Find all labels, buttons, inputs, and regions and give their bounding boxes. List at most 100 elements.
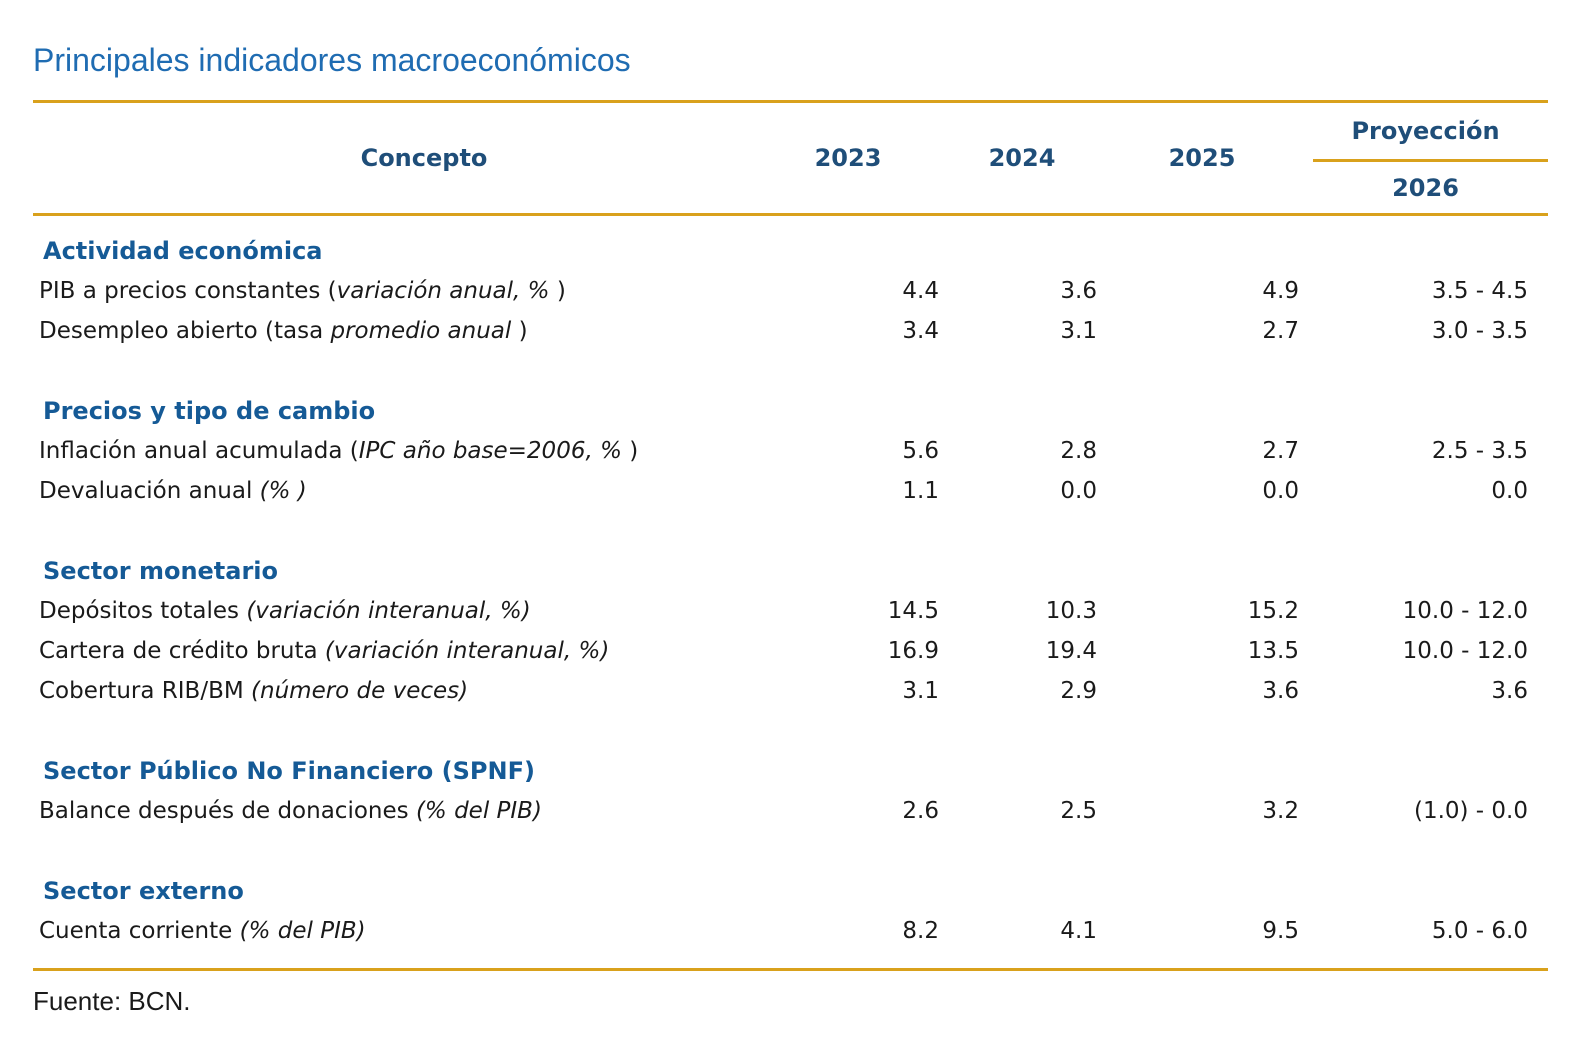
value-2026: 0.0 [1491,478,1528,504]
value-2023: 3.4 [902,318,939,344]
gold-divider-header-bottom [33,213,1548,216]
gold-divider-top [33,100,1548,103]
indicator-label: Cartera de crédito bruta (variación inte… [33,638,753,664]
table-section: Precios y tipo de cambio Inflación anual… [33,391,1548,511]
value-2025: 9.5 [1262,918,1299,944]
indicator-row: Desempleo abierto (tasa promedio anual )… [33,311,1548,351]
indicator-label-italic: (variación interanual, %) [246,598,531,624]
indicator-label-text: Balance después de donaciones [39,798,416,824]
page-title: Principales indicadores macroeconómicos [33,42,631,78]
value-2024: 3.6 [1060,278,1097,304]
table-section: Sector monetario Depósitos totales (vari… [33,551,1548,711]
value-2025: 2.7 [1262,318,1299,344]
indicator-label-close: ) [556,278,566,304]
indicator-label-close: ) [518,318,528,344]
year-column-header-2023: 2023 [814,144,882,172]
section-header: Sector Público No Financiero (SPNF) [43,757,535,785]
indicator-row: Devaluación anual (% ) 1.1 0.0 0.0 0.0 [33,471,1548,511]
value-2026: (1.0) - 0.0 [1413,798,1528,824]
value-2025: 4.9 [1262,278,1299,304]
value-2024: 3.1 [1060,318,1097,344]
value-2025: 0.0 [1262,478,1299,504]
section-rows: Inflación anual acumulada (IPC año base=… [33,431,1548,511]
value-2023: 1.1 [902,478,939,504]
section-header: Sector externo [43,877,244,905]
indicator-row: Depósitos totales (variación interanual,… [33,591,1548,631]
value-2023: 14.5 [887,598,939,624]
table-section: Sector Público No Financiero (SPNF) Bala… [33,751,1548,831]
section-rows: Cuenta corriente (% del PIB) 8.2 4.1 9.5… [33,911,1548,951]
section-rows: Depósitos totales (variación interanual,… [33,591,1548,711]
value-2026: 3.5 - 4.5 [1431,278,1528,304]
table-section: Actividad económica PIB a precios consta… [33,231,1548,351]
indicator-label: Cuenta corriente (% del PIB) [33,918,753,944]
value-2025: 2.7 [1262,438,1299,464]
value-2025: 3.2 [1262,798,1299,824]
indicator-label: Devaluación anual (% ) [33,478,753,504]
section-header: Sector monetario [43,557,279,585]
value-2023: 5.6 [902,438,939,464]
indicator-label-text: Cuenta corriente [39,918,240,944]
indicator-label-text: Cartera de crédito bruta [39,638,325,664]
section-rows: Balance después de donaciones (% del PIB… [33,791,1548,831]
value-2026: 3.6 [1491,678,1528,704]
value-2023: 3.1 [902,678,939,704]
indicator-row: Cobertura RIB/BM (número de veces) 3.1 2… [33,671,1548,711]
indicator-label-close: ) [629,438,639,464]
value-2024: 2.5 [1060,798,1097,824]
indicator-label-text: Depósitos totales [39,598,247,624]
value-2026: 2.5 - 3.5 [1431,438,1528,464]
indicator-label-text: PIB a precios constantes ( [39,278,337,304]
projection-year-label: 2026 [1392,173,1459,202]
value-2023: 4.4 [902,278,939,304]
table-header-row: Concepto 2023 2024 2025 Proyección 2026 [33,103,1548,213]
value-2023: 8.2 [902,918,939,944]
value-2025: 3.6 [1262,678,1299,704]
section-header: Precios y tipo de cambio [43,397,376,425]
value-2023: 2.6 [902,798,939,824]
value-2024: 2.9 [1060,678,1097,704]
indicator-label-italic: promedio anual [330,318,519,344]
value-2026: 10.0 - 12.0 [1402,598,1528,624]
value-2025: 15.2 [1247,598,1299,624]
indicator-row: PIB a precios constantes (variación anua… [33,271,1548,311]
indicator-label-italic: IPC año base=2006, % [358,438,630,464]
value-2023: 16.9 [887,638,939,664]
indicator-row: Inflación anual acumulada (IPC año base=… [33,431,1548,471]
year-column-header-2025: 2025 [1168,144,1236,172]
value-2024: 2.8 [1060,438,1097,464]
indicator-label-italic: (número de veces) [251,678,469,704]
value-2026: 10.0 - 12.0 [1402,638,1528,664]
indicator-row: Balance después de donaciones (% del PIB… [33,791,1548,831]
indicator-label-text: Desempleo abierto (tasa [39,318,331,344]
indicator-label-text: Devaluación anual [39,478,260,504]
section-rows: PIB a precios constantes (variación anua… [33,271,1548,351]
indicator-label-italic: (variación interanual, %) [324,638,610,664]
indicator-label-italic: variación anual, % [336,278,557,304]
indicator-label: Depósitos totales (variación interanual,… [33,598,753,624]
projection-column-header: Proyección 2026 [1303,103,1548,213]
value-2024: 0.0 [1060,478,1097,504]
indicator-label-italic: (% ) [259,478,307,504]
value-2025: 13.5 [1247,638,1299,664]
year-column-header-2024: 2024 [988,144,1056,172]
indicator-label: Desempleo abierto (tasa promedio anual ) [33,318,753,344]
value-2026: 3.0 - 3.5 [1431,318,1528,344]
indicator-label-italic: (% del PIB) [239,918,366,944]
value-2024: 4.1 [1060,918,1097,944]
section-header: Actividad económica [43,237,323,265]
indicator-label-italic: (% del PIB) [415,798,542,824]
indicator-label-text: Inflación anual acumulada ( [39,438,359,464]
indicator-label: Cobertura RIB/BM (número de veces) [33,678,753,704]
value-2024: 10.3 [1045,598,1097,624]
indicator-label: Inflación anual acumulada (IPC año base=… [33,438,753,464]
source-note: Fuente: BCN. [33,986,191,1016]
value-2026: 5.0 - 6.0 [1431,918,1528,944]
table-body: Actividad económica PIB a precios consta… [33,216,1548,951]
table-section: Sector externo Cuenta corriente (% del P… [33,871,1548,951]
gold-divider-projection [1313,159,1548,162]
indicator-label-text: Cobertura RIB/BM [39,678,252,704]
indicator-label: Balance después de donaciones (% del PIB… [33,798,753,824]
indicator-row: Cartera de crédito bruta (variación inte… [33,631,1548,671]
indicator-label: PIB a precios constantes (variación anua… [33,278,753,304]
